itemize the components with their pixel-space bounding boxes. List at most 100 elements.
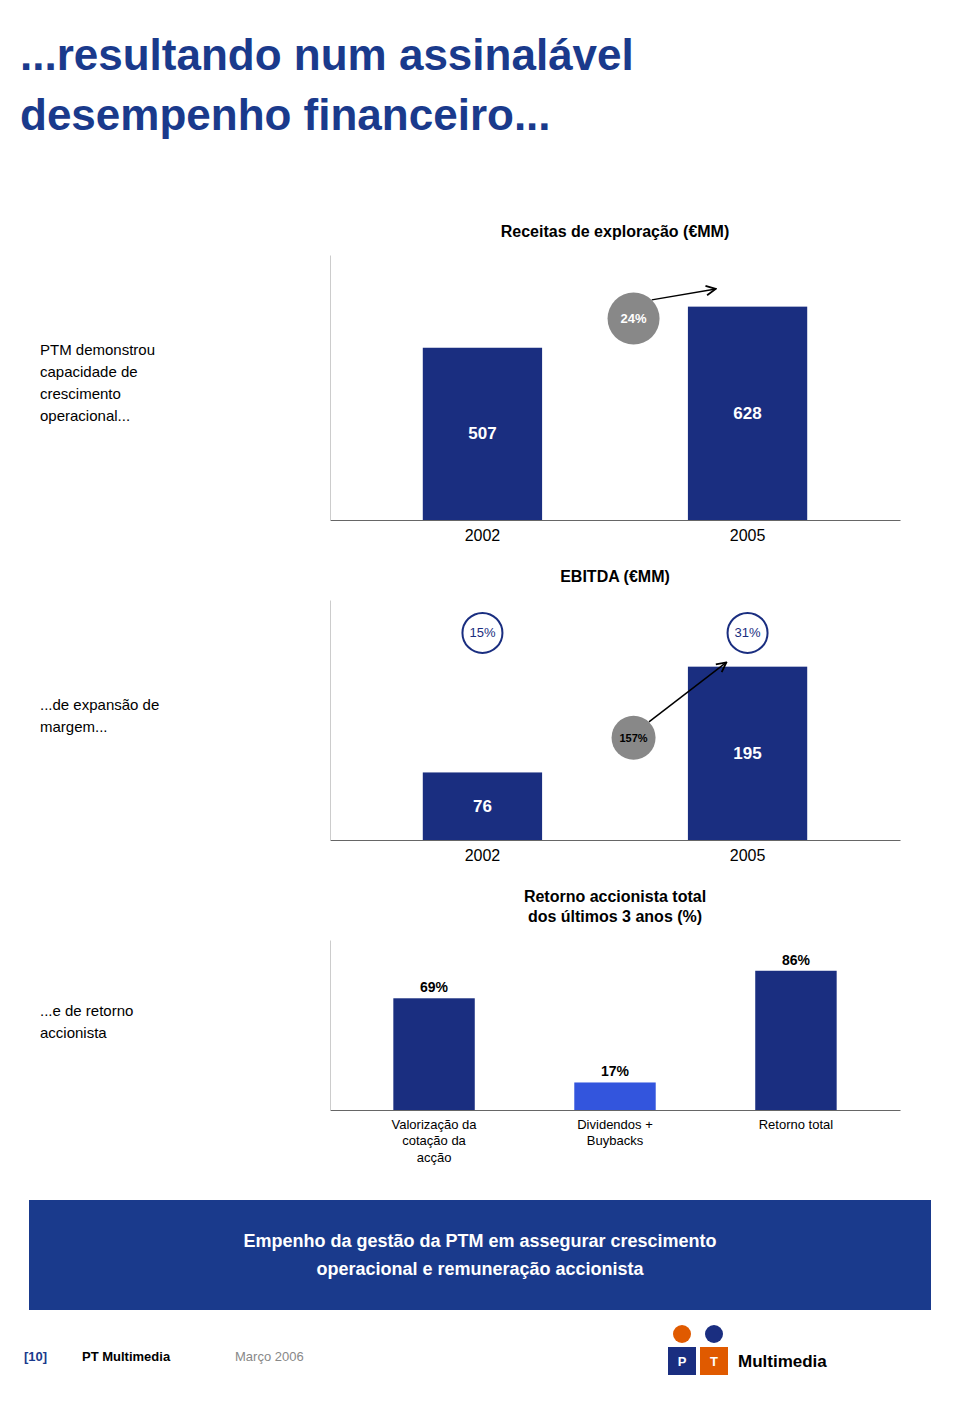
chart: Receitas de exploração (€MM) 2002 2005 507 6… xyxy=(40,223,901,544)
growth-arrow xyxy=(649,662,726,722)
x-tick: 2002 xyxy=(465,847,501,864)
x-tick-label-line: Dividendos + xyxy=(577,1117,653,1132)
x-tick-label: 2002 xyxy=(465,527,501,544)
side-label: ...de expansão de margem... xyxy=(40,696,159,735)
bar xyxy=(393,998,474,1110)
footer-text: Empenho da gestão da PTM em assegurar cr… xyxy=(243,1231,716,1279)
data-label: 507 xyxy=(468,424,496,443)
data-labels: 507 628 xyxy=(468,404,761,444)
bars xyxy=(423,667,807,840)
y-axis xyxy=(330,941,331,1111)
footer-text-line: Empenho da gestão da PTM em assegurar cr… xyxy=(243,1231,716,1251)
x-tick-label-line: Valorização da xyxy=(392,1117,478,1132)
side-label: PTM demonstrou capacidade de crescimento op… xyxy=(40,341,155,424)
logo-letter: P xyxy=(678,1354,687,1369)
side-label-line: operacional... xyxy=(40,407,130,424)
x-axis-line xyxy=(331,520,901,521)
growth-label: 24% xyxy=(621,311,647,326)
logo-square xyxy=(668,1347,696,1375)
bar xyxy=(574,1082,655,1110)
footer-text-line: operacional e remuneração accionista xyxy=(316,1259,644,1279)
margin-ring xyxy=(728,613,768,653)
data-label: 76 xyxy=(473,797,492,816)
margin-ring xyxy=(462,613,502,653)
footer: Empenho da gestão da PTM em assegurar cr… xyxy=(29,1200,931,1310)
date-label: Março 2006 xyxy=(235,1349,304,1364)
x-axis-line xyxy=(331,840,901,841)
x-tick-label: 2002 xyxy=(465,847,501,864)
x-axis: Valorização dacotação da acção Dividendos … xyxy=(331,1111,901,1165)
side-label-line: accionista xyxy=(40,1024,107,1041)
chart-title-line: dos últimos 3 anos (%) xyxy=(528,908,702,925)
chart-title: Receitas de exploração (€MM) xyxy=(501,223,730,240)
chart: Retorno accionista total dos últimos 3 an… xyxy=(40,888,901,1165)
y-axis xyxy=(330,601,331,841)
chart-title: EBITDA (€MM) xyxy=(560,568,670,585)
chart: EBITDA (€MM) 2002 2005 76 195 ...de expansão … xyxy=(40,568,901,864)
y-axis-line xyxy=(330,256,331,521)
x-axis: 2002 2005 xyxy=(331,841,901,865)
data-label: 17% xyxy=(601,1063,630,1079)
x-tick-label: 2005 xyxy=(730,527,766,544)
x-tick: Dividendos +Buybacks xyxy=(577,1117,653,1148)
side-label-line: ...de expansão de xyxy=(40,696,159,713)
x-tick: Retorno total xyxy=(759,1117,834,1132)
x-tick-label: Valorização dacotação da acção xyxy=(392,1117,478,1165)
x-tick-label-line: cotação da xyxy=(402,1133,466,1148)
x-tick-label-line: Buybacks xyxy=(587,1133,644,1148)
side-label-line: ...e de retorno xyxy=(40,1002,133,1019)
logo-word: Multimedia xyxy=(738,1352,827,1371)
bars xyxy=(423,307,807,520)
bottom-bar: [10] PT Multimedia Março 2006 P T Multimedia xyxy=(24,1325,827,1375)
logo: P T Multimedia xyxy=(668,1325,827,1375)
company-name: PT Multimedia xyxy=(82,1349,171,1364)
x-tick: Valorização dacotação da acção xyxy=(392,1117,478,1165)
page-title: ...resultando num assinalável desempenho … xyxy=(20,30,634,139)
bars xyxy=(393,971,836,1110)
x-axis-line xyxy=(331,1110,901,1111)
chart-title-line: Retorno accionista total xyxy=(524,888,706,905)
growth-bubble xyxy=(612,716,656,760)
side-label-line: margem... xyxy=(40,718,108,735)
margin-label: 15% xyxy=(469,625,495,640)
page-number: [10] xyxy=(24,1349,47,1364)
x-axis: 2002 2005 xyxy=(331,521,901,545)
x-tick-label-line: acção xyxy=(417,1150,452,1165)
side-label-line: crescimento xyxy=(40,385,121,402)
x-tick-label: Dividendos +Buybacks xyxy=(577,1117,653,1148)
slide: ...resultando num assinalável desempenho … xyxy=(0,0,960,1413)
logo-square xyxy=(700,1347,728,1375)
x-tick: 2005 xyxy=(730,527,766,544)
y-axis-line xyxy=(330,601,331,841)
chart-title: Retorno accionista total dos últimos 3 an… xyxy=(524,888,706,925)
bar xyxy=(688,667,807,840)
logo-dot xyxy=(705,1325,723,1343)
growth-bubble xyxy=(608,293,660,345)
logo-dot xyxy=(673,1325,691,1343)
chart-title-line: EBITDA (€MM) xyxy=(560,568,670,585)
y-axis xyxy=(330,256,331,521)
x-tick: 2002 xyxy=(465,527,501,544)
data-label: 628 xyxy=(733,404,761,423)
bar xyxy=(755,971,836,1110)
growth-label: 157% xyxy=(619,732,647,744)
bar xyxy=(688,307,807,520)
page-title-line: desempenho financeiro... xyxy=(20,90,551,139)
side-label-line: PTM demonstrou xyxy=(40,341,155,358)
x-tick-label: Retorno total xyxy=(759,1117,834,1132)
page-title-line: ...resultando num assinalável xyxy=(20,30,634,79)
data-label: 195 xyxy=(733,744,761,763)
chart-title-line: Receitas de exploração (€MM) xyxy=(501,223,730,240)
growth-arrow xyxy=(652,289,716,300)
data-labels: 69% 17% 86% xyxy=(420,952,810,1080)
x-tick-label: 2005 xyxy=(730,847,766,864)
data-label: 69% xyxy=(420,979,449,995)
logo-letter: T xyxy=(710,1354,718,1369)
bar xyxy=(423,772,542,840)
data-labels: 76 195 xyxy=(473,744,762,816)
x-tick: 2005 xyxy=(730,847,766,864)
y-axis-line xyxy=(330,941,331,1111)
data-label: 86% xyxy=(782,952,811,968)
bar xyxy=(423,348,542,520)
side-label-line: capacidade de xyxy=(40,363,138,380)
